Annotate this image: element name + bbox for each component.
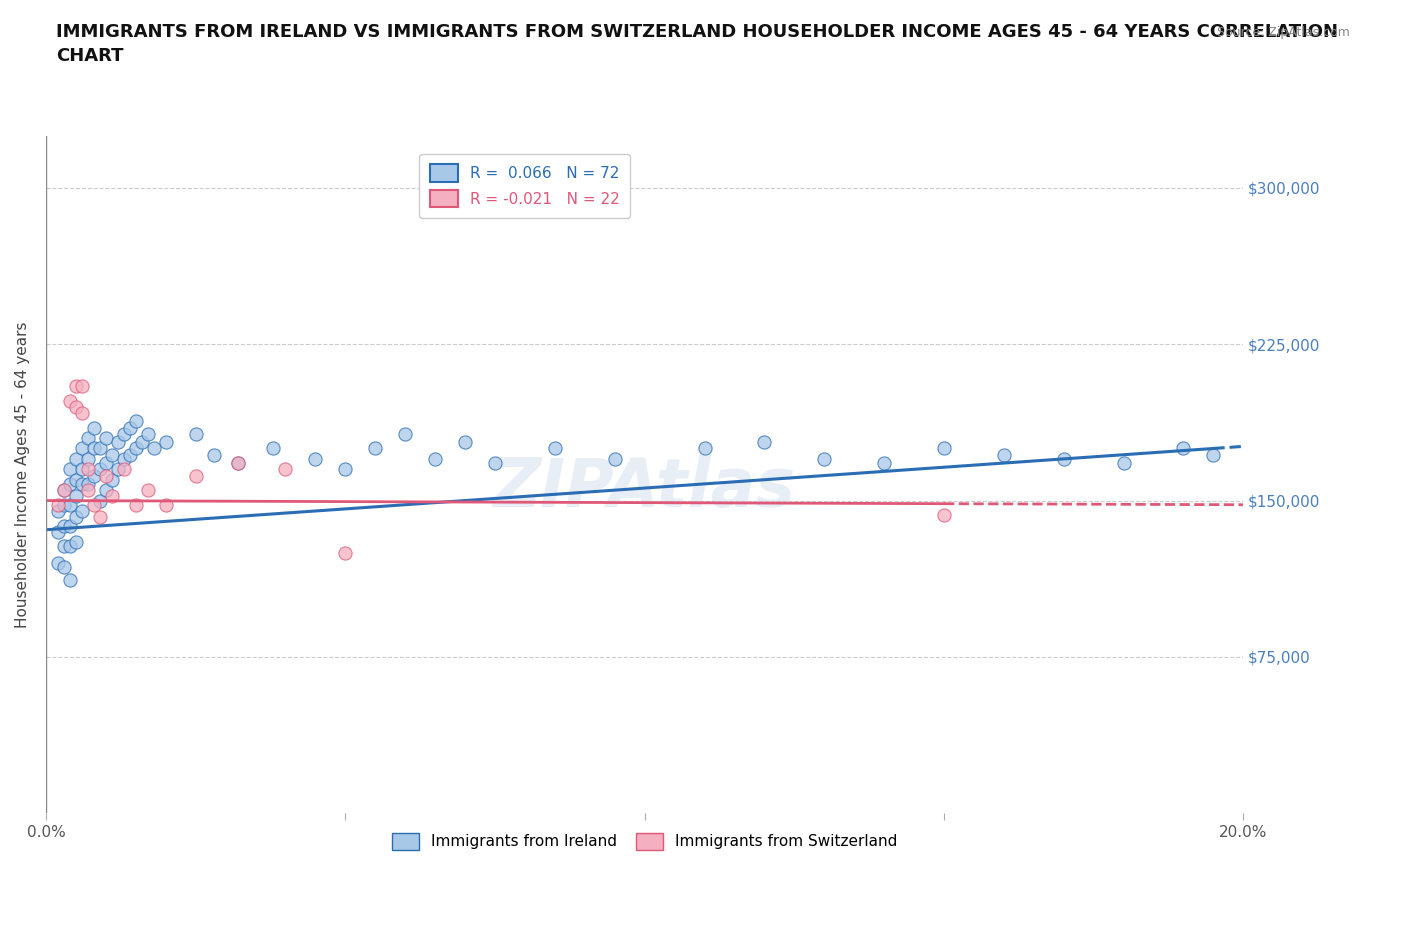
Point (131, 435, 153, 450)
Point (65, 399, 87, 414)
Text: IMMIGRANTS FROM IRELAND VS IMMIGRANTS FROM SWITZERLAND HOUSEHOLDER INCOME AGES 4: IMMIGRANTS FROM IRELAND VS IMMIGRANTS FR… (56, 23, 1339, 65)
Point (118, 420, 141, 435)
Point (423, 451, 446, 466)
Point (52, 560, 75, 575)
Point (155, 498, 177, 512)
Point (226, 456, 249, 471)
Point (89, 510, 111, 525)
Point (70, 462, 93, 477)
Point (52, 483, 75, 498)
Point (125, 498, 148, 512)
Point (263, 441, 285, 456)
Point (70, 405, 93, 420)
Point (304, 451, 326, 466)
Point (1112, 456, 1135, 471)
Point (125, 414, 148, 429)
Point (873, 456, 896, 471)
Point (94, 431, 117, 445)
Point (335, 545, 357, 560)
Y-axis label: Householder Income Ages 45 - 64 years: Householder Income Ages 45 - 64 years (15, 321, 30, 628)
Point (46, 525, 69, 539)
Point (932, 508, 955, 523)
Point (136, 427, 159, 442)
Point (70, 503, 93, 518)
Point (46, 498, 69, 512)
Point (101, 447, 124, 462)
Point (993, 447, 1015, 462)
Point (65, 451, 87, 466)
Point (65, 489, 87, 504)
Point (59, 539, 82, 554)
Point (59, 393, 82, 408)
Point (112, 427, 135, 442)
Point (125, 441, 148, 456)
Legend: Immigrants from Ireland, Immigrants from Switzerland: Immigrants from Ireland, Immigrants from… (385, 827, 904, 857)
Point (46, 503, 69, 518)
Point (1053, 451, 1076, 466)
Point (112, 462, 135, 477)
Point (59, 498, 82, 512)
Point (94, 468, 117, 483)
Point (59, 476, 82, 491)
Point (101, 472, 124, 487)
Point (52, 539, 75, 554)
Point (77, 451, 100, 466)
Point (65, 510, 87, 525)
Point (59, 518, 82, 533)
Point (52, 483, 75, 498)
Point (77, 476, 100, 491)
Point (70, 379, 93, 393)
Point (101, 489, 124, 504)
Point (118, 447, 141, 462)
Point (70, 476, 93, 491)
Point (364, 441, 387, 456)
Point (484, 456, 506, 471)
Point (112, 451, 135, 466)
Point (184, 427, 207, 442)
Point (813, 451, 835, 466)
Point (70, 441, 93, 456)
Point (77, 462, 100, 477)
Point (52, 498, 75, 512)
Point (107, 435, 129, 450)
Point (65, 535, 87, 550)
Point (77, 483, 100, 498)
Point (932, 441, 955, 456)
Point (59, 572, 82, 587)
Point (335, 462, 357, 477)
Point (83, 498, 105, 512)
Point (89, 493, 111, 508)
Point (202, 447, 225, 462)
Point (65, 379, 87, 393)
Point (754, 435, 776, 450)
Point (603, 451, 626, 466)
Point (94, 483, 117, 498)
Point (46, 555, 69, 570)
Point (142, 441, 165, 456)
Point (544, 441, 567, 456)
Point (65, 472, 87, 487)
Point (693, 441, 716, 456)
Point (83, 441, 105, 456)
Point (59, 462, 82, 477)
Text: ZIPAtlas: ZIPAtlas (494, 455, 796, 521)
Point (454, 435, 477, 450)
Point (83, 468, 105, 483)
Point (52, 518, 75, 533)
Point (83, 420, 105, 435)
Point (77, 431, 100, 445)
Point (394, 427, 416, 442)
Point (274, 462, 297, 477)
Point (184, 468, 207, 483)
Point (107, 462, 129, 477)
Point (94, 456, 117, 471)
Text: Source: ZipAtlas.com: Source: ZipAtlas.com (1216, 26, 1350, 39)
Point (1173, 441, 1195, 456)
Point (226, 456, 249, 471)
Point (136, 483, 159, 498)
Point (1202, 447, 1225, 462)
Point (155, 435, 177, 450)
Point (89, 441, 111, 456)
Point (89, 462, 111, 477)
